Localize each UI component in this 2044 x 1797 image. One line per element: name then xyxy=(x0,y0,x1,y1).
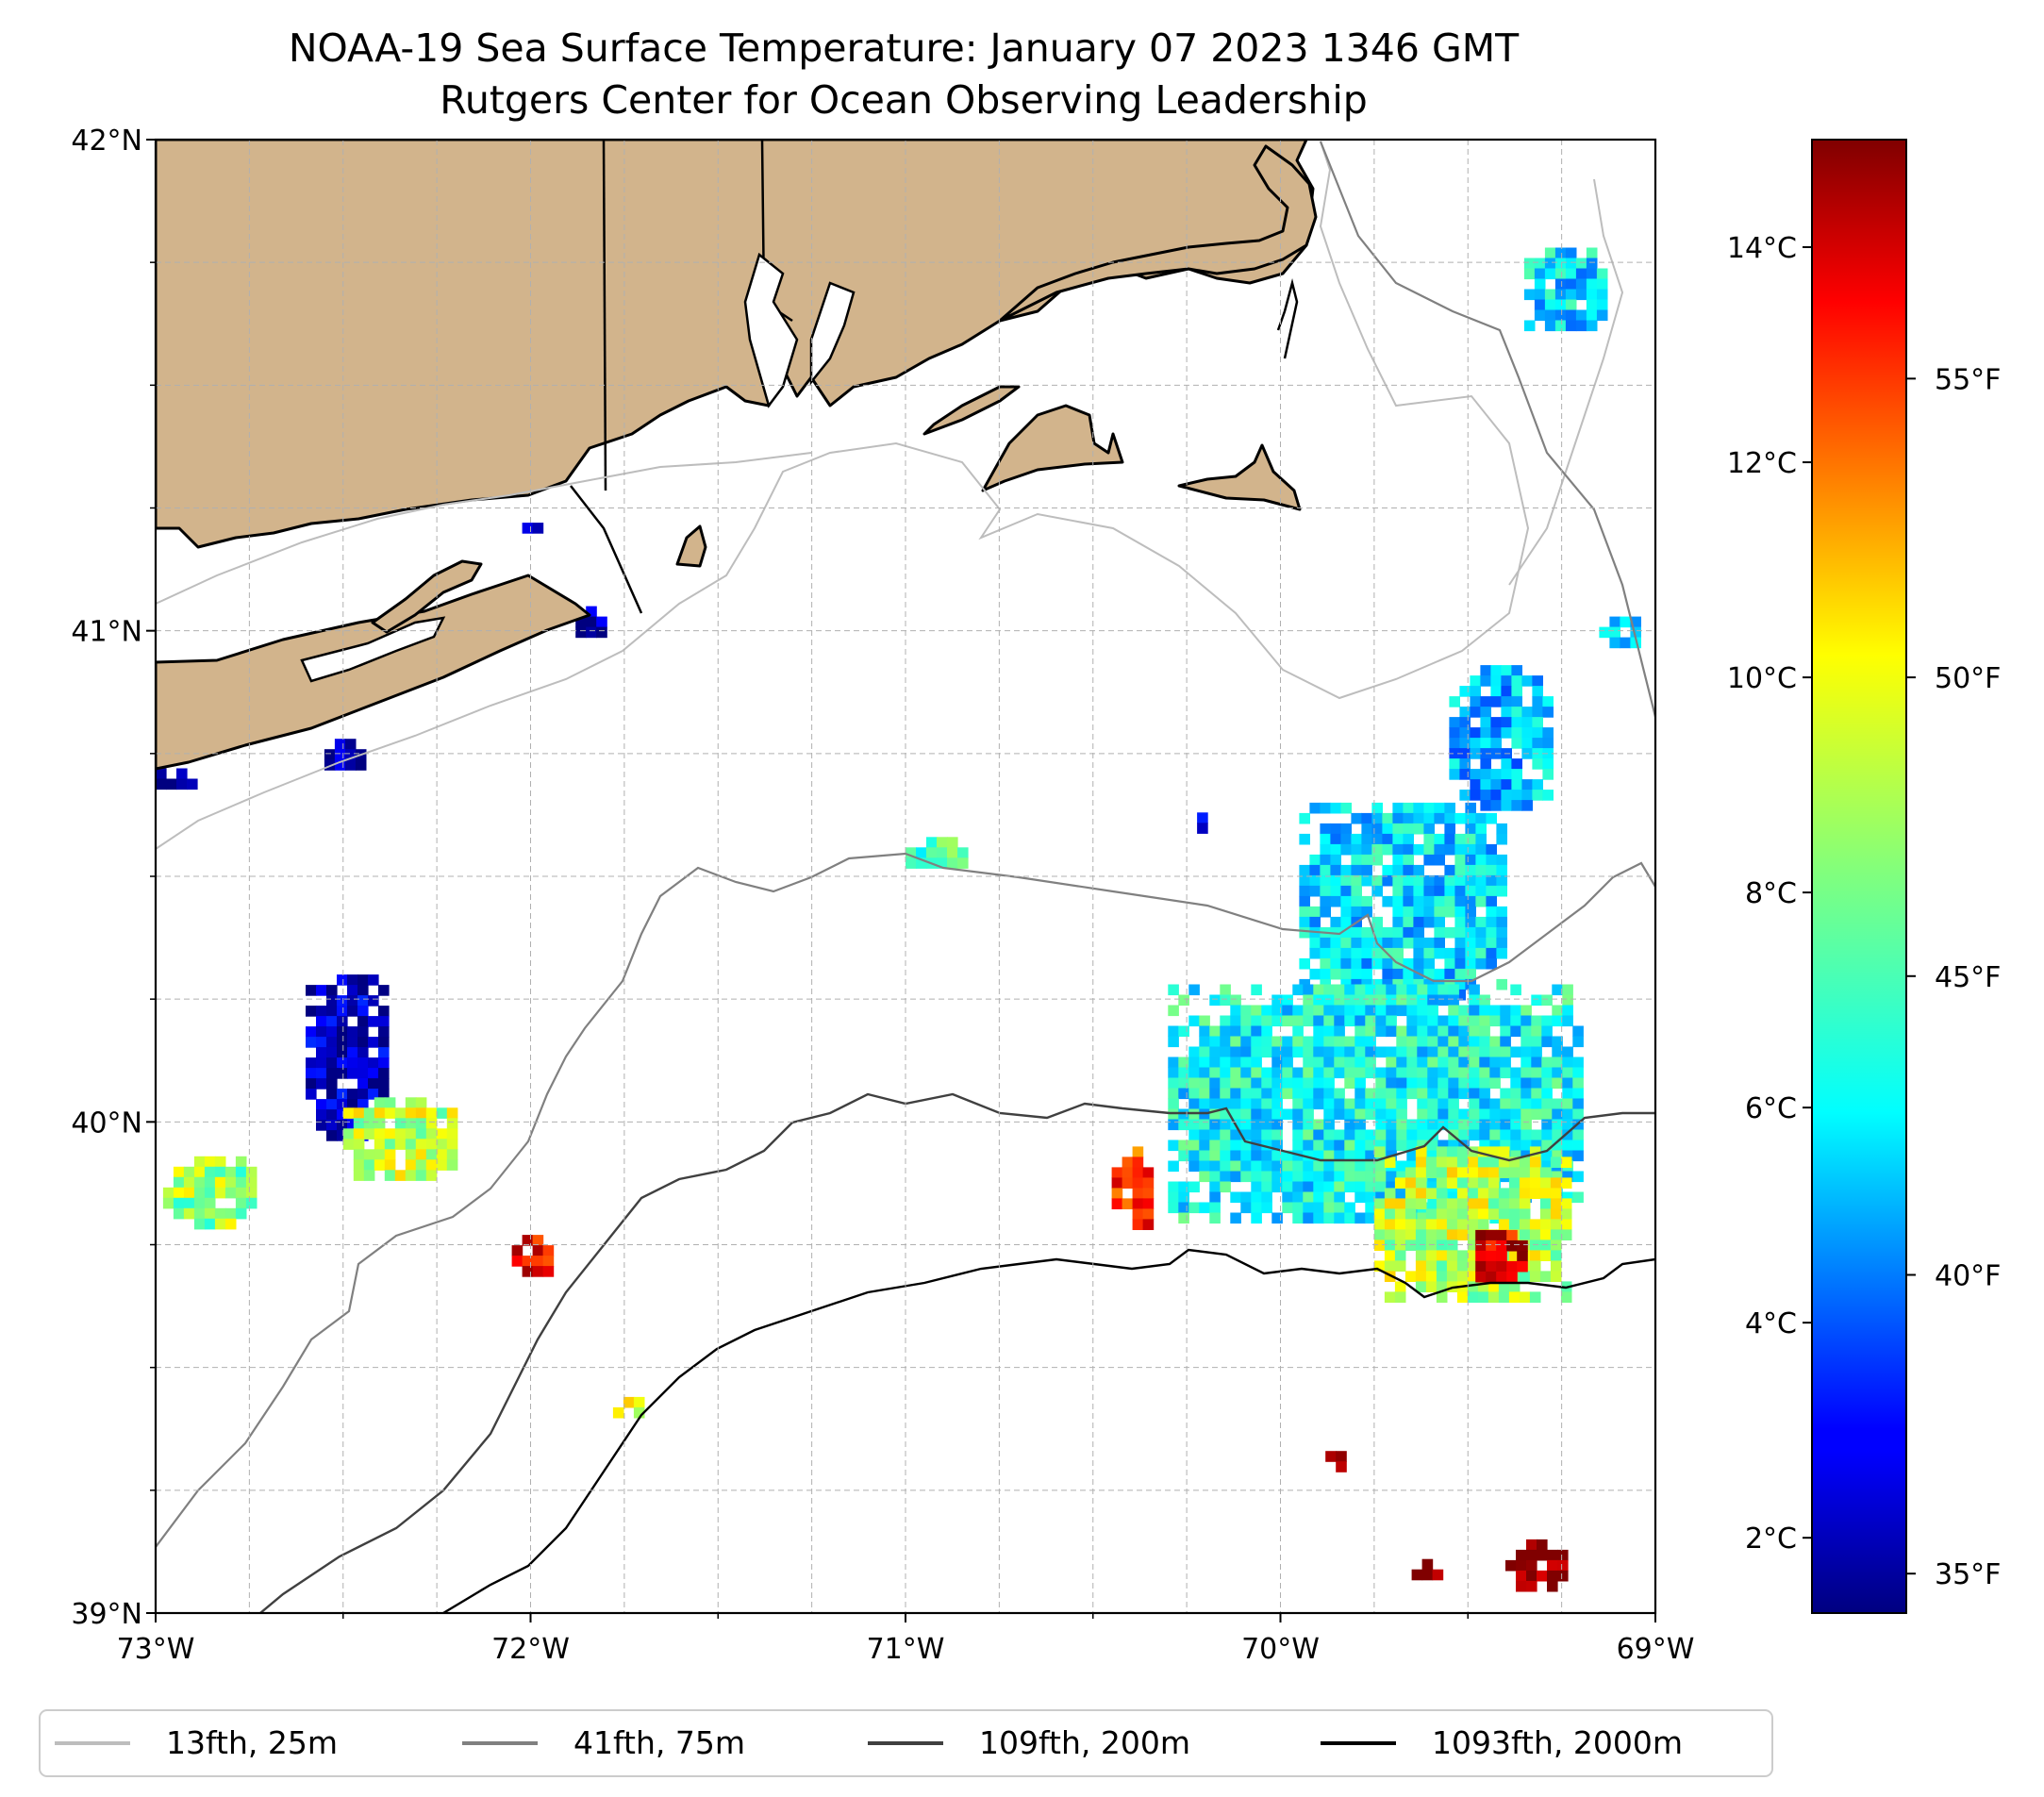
legend-item-label: 1093fth, 2000m xyxy=(1432,1724,1683,1761)
celsius-tick-label: 14°C xyxy=(1727,232,1797,265)
sst-patch xyxy=(342,1097,458,1181)
isobath-200m xyxy=(258,1092,1655,1613)
monomoy xyxy=(1276,278,1299,359)
state-boundary-ct-ri xyxy=(602,140,607,491)
sst-patch xyxy=(1197,812,1208,834)
colorbar-ticks: 2°C 4°C 6°C 8°C 10°C 12°C 14°C 35°F 40°F 45°F 50°F… xyxy=(1727,232,2002,1591)
land-layer xyxy=(156,140,1318,771)
legend-item-label: 109fth, 200m xyxy=(979,1724,1190,1761)
x-tick-label: 70°W xyxy=(1241,1633,1320,1666)
isobath-75m-b xyxy=(1319,141,1655,718)
y-tick-label: 41°N xyxy=(71,616,142,649)
land-cape-cod xyxy=(998,144,1318,323)
isobath-legend: 13fth, 25m 41fth, 75m 109fth, 200m 1093fth,… xyxy=(39,1709,1773,1777)
sst-patch xyxy=(162,1156,258,1230)
celsius-tick-label: 2°C xyxy=(1745,1522,1797,1556)
x-tick-label: 73°W xyxy=(117,1633,195,1666)
fahrenheit-tick-label: 50°F xyxy=(1935,662,2001,695)
sst-patch xyxy=(1325,1451,1347,1473)
celsius-tick-label: 6°C xyxy=(1745,1092,1797,1125)
fahrenheit-tick-label: 35°F xyxy=(1935,1558,2001,1591)
celsius-tick-label: 4°C xyxy=(1745,1307,1797,1340)
sst-patch xyxy=(1373,1146,1572,1303)
isobath-25m-b xyxy=(156,452,812,605)
sst-patch xyxy=(511,1235,555,1277)
sst-patch xyxy=(906,837,969,869)
legend-item-label: 41fth, 75m xyxy=(573,1724,745,1761)
land-elizabeth-islands xyxy=(922,385,1021,436)
sst-patch xyxy=(522,523,544,534)
sst-data-layer xyxy=(156,247,1641,1592)
celsius-tick-label: 10°C xyxy=(1727,662,1797,695)
fahrenheit-tick-label: 40°F xyxy=(1935,1259,2001,1292)
sst-patch xyxy=(1523,247,1608,332)
sst-patch xyxy=(612,1396,645,1419)
sst-patch xyxy=(1599,616,1641,649)
land-block-island xyxy=(675,524,707,568)
celsius-tick-label: 8°C xyxy=(1745,877,1797,910)
buzzards-bay xyxy=(809,281,856,386)
land-north-fork xyxy=(371,559,483,634)
narragansett-bay xyxy=(743,252,799,408)
peconic-bay xyxy=(300,616,446,683)
legend-item-label: 13fth, 25m xyxy=(166,1724,338,1761)
sst-patch xyxy=(1111,1146,1155,1230)
land-marthas-vineyard xyxy=(981,404,1124,492)
sst-patch xyxy=(1449,665,1554,811)
y-tick-label: 40°N xyxy=(71,1106,142,1140)
land-nantucket xyxy=(1177,443,1302,511)
y-tick-label: 39°N xyxy=(71,1598,142,1631)
coast-detail xyxy=(300,140,1299,683)
x-tick-label: 71°W xyxy=(867,1633,945,1666)
map-title: NOAA-19 Sea Surface Temperature: January… xyxy=(289,25,1520,71)
sst-patch xyxy=(1505,1539,1569,1592)
isobath-25m-c xyxy=(1508,178,1624,586)
gridlines xyxy=(156,140,1655,1613)
sst-patch xyxy=(1168,984,1584,1224)
sst-patch xyxy=(1299,802,1507,1001)
isobaths xyxy=(156,141,1655,1613)
fahrenheit-tick-label: 55°F xyxy=(1935,363,2001,396)
fahrenheit-tick-label: 45°F xyxy=(1935,961,2001,994)
colorbar-gradient xyxy=(1811,139,1907,1614)
map-subtitle: Rutgers Center for Ocean Observing Leade… xyxy=(440,77,1368,123)
montauk-line xyxy=(570,485,643,614)
sst-patch xyxy=(1475,1229,1528,1283)
colorbar: 2°C 4°C 6°C 8°C 10°C 12°C 14°C 35°F 40°F 45°F 50°F… xyxy=(1727,139,2002,1614)
celsius-tick-label: 12°C xyxy=(1727,447,1797,480)
x-tick-label: 72°W xyxy=(491,1633,570,1666)
x-tick-label: 69°W xyxy=(1617,1633,1695,1666)
sst-patch xyxy=(156,768,198,790)
isobath-2000m xyxy=(442,1248,1655,1613)
map-axes: 73°W 72°W 71°W 70°W 69°W 42°N 41°N 40°N 39°N xyxy=(71,125,1694,1666)
sst-patch xyxy=(1411,1558,1444,1581)
isobath-75m xyxy=(156,852,1655,1548)
y-tick-label: 42°N xyxy=(71,125,142,158)
sst-patch xyxy=(575,606,607,639)
isobath-25m xyxy=(156,141,1530,850)
land-long-island xyxy=(156,574,591,771)
map-panel[interactable] xyxy=(156,140,1655,1641)
